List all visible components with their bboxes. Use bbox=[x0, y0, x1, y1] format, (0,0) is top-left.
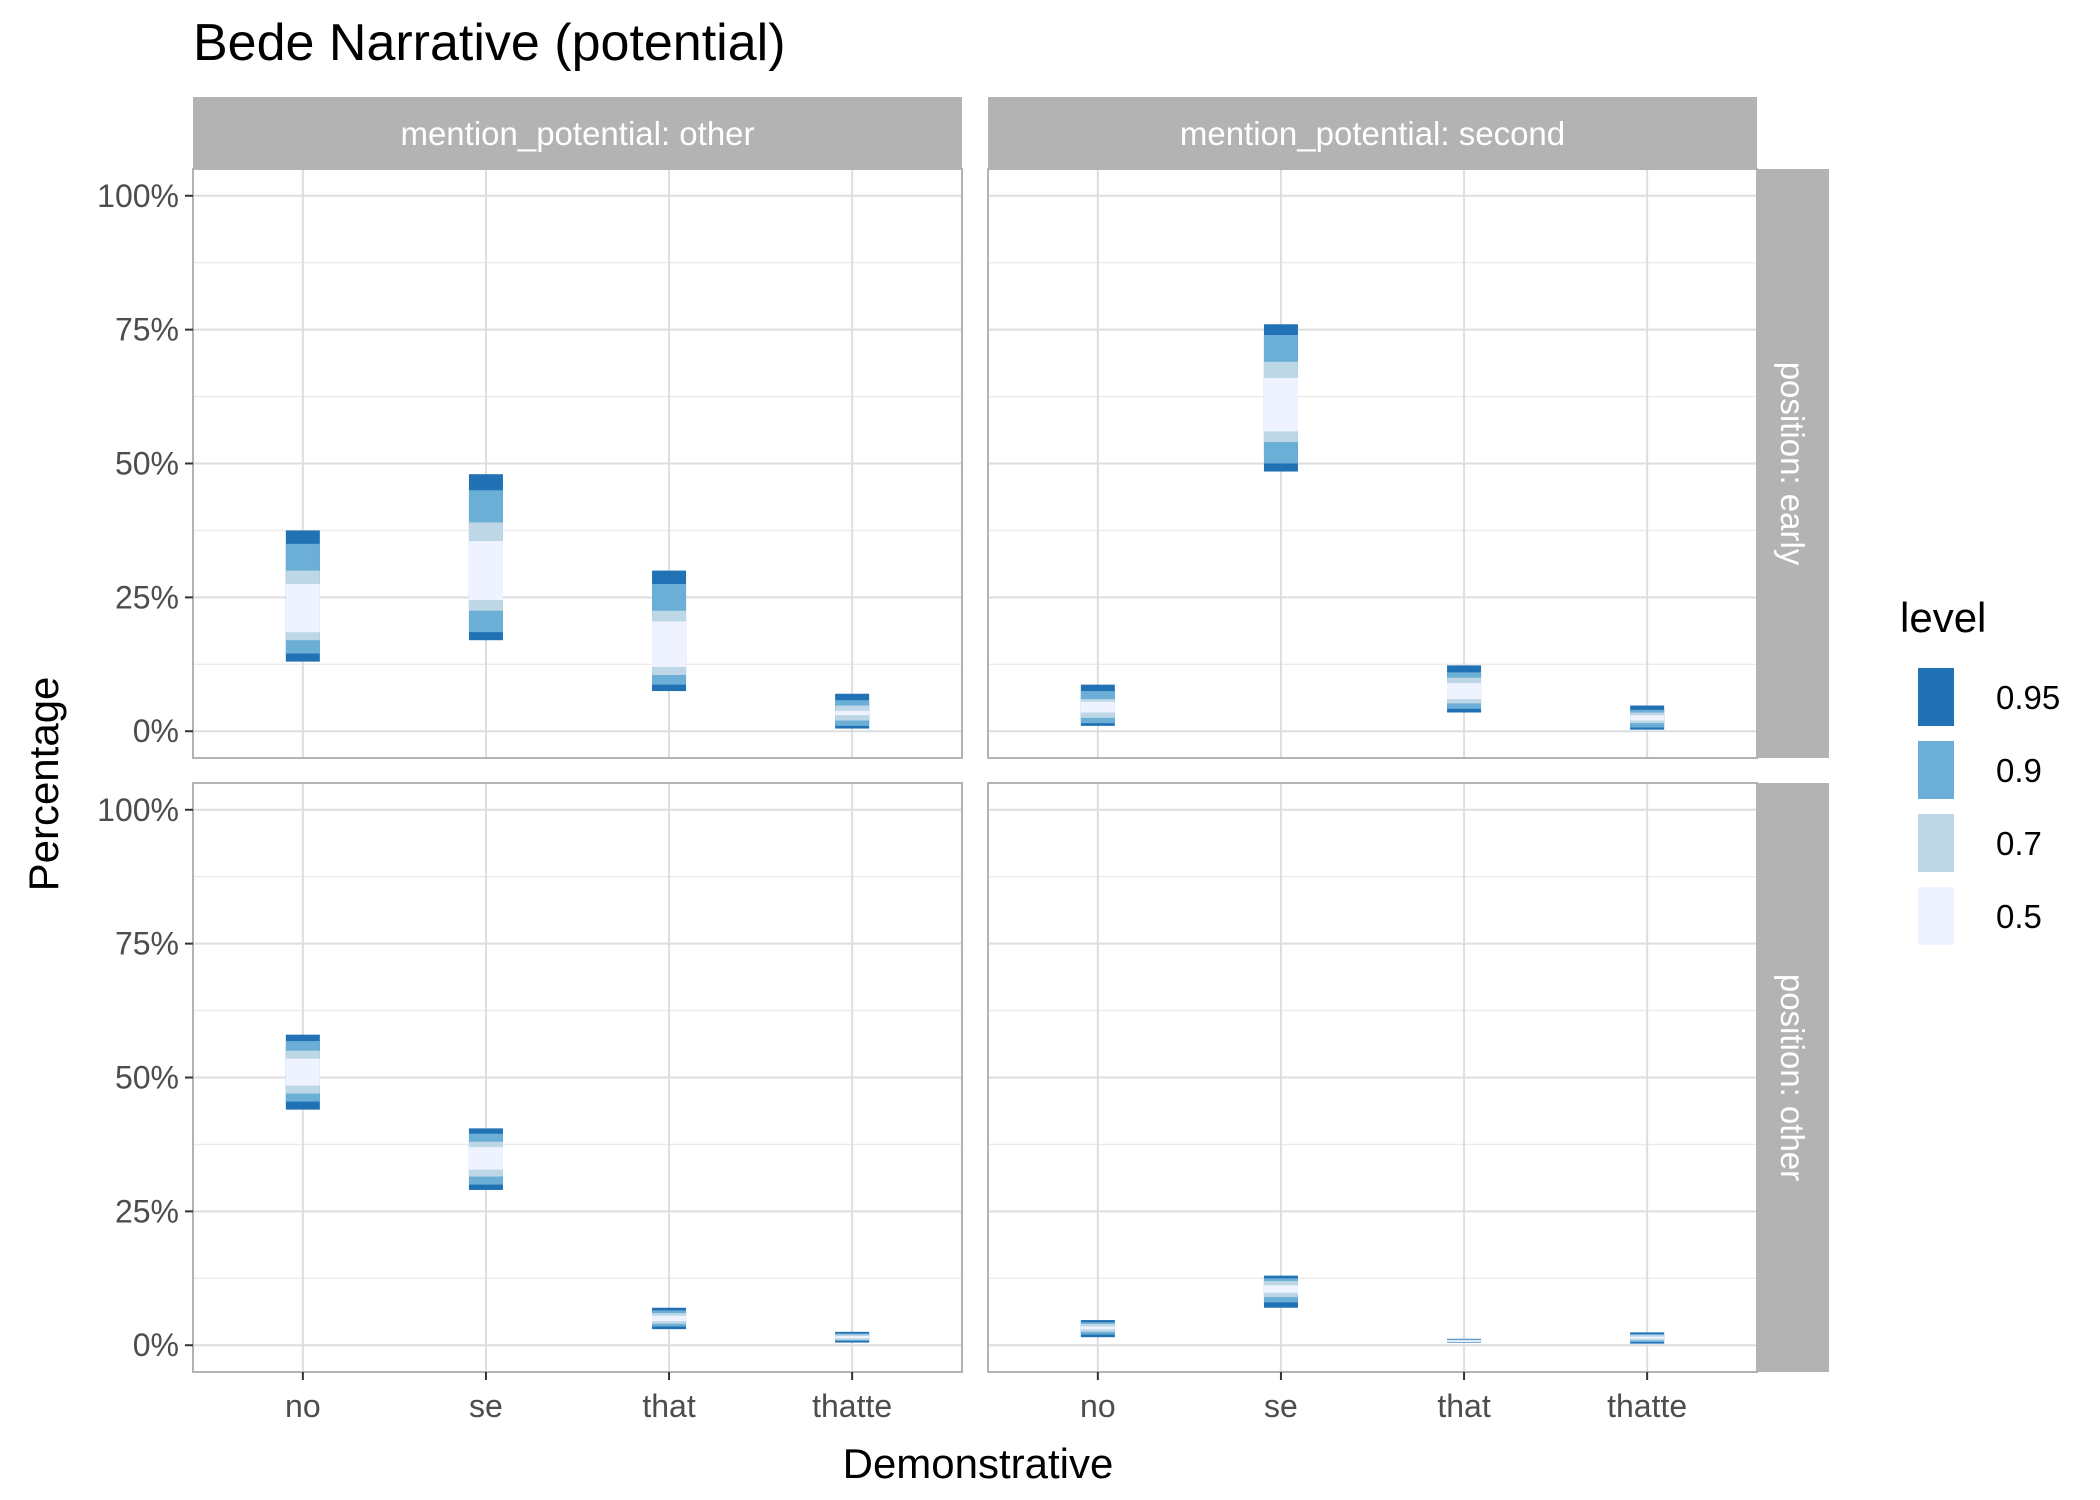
legend-label: 0.9 bbox=[1996, 752, 2042, 789]
x-tick-label: that bbox=[1437, 1388, 1490, 1424]
panel-0-0 bbox=[192, 168, 963, 759]
y-tick-label: 50% bbox=[115, 446, 179, 482]
interval-band-0_5 bbox=[1080, 1326, 1115, 1330]
interval-band-0_5 bbox=[1630, 1336, 1665, 1339]
x-tick-label: no bbox=[285, 1388, 321, 1424]
x-tick-label: se bbox=[469, 1388, 503, 1424]
interval-band-0_5 bbox=[1630, 715, 1665, 721]
y-tick-label: 25% bbox=[115, 1193, 179, 1229]
panel-0-1 bbox=[987, 168, 1758, 759]
y-axis-title: Percentage bbox=[20, 677, 67, 892]
interval-band-0_5 bbox=[468, 1147, 503, 1170]
chart-title: Bede Narrative (potential) bbox=[193, 14, 786, 72]
legend-label: 0.5 bbox=[1996, 898, 2042, 935]
interval-band-0_5 bbox=[1447, 683, 1482, 700]
facet-strip-row bbox=[1757, 169, 1829, 758]
interval-band-0_5 bbox=[1080, 701, 1115, 713]
interval-band-0_5 bbox=[285, 1058, 320, 1086]
interval-thatte bbox=[1630, 1332, 1665, 1344]
facet-strip-row bbox=[1757, 783, 1829, 1372]
x-tick-label: se bbox=[1264, 1388, 1298, 1424]
legend-label: 0.7 bbox=[1996, 825, 2042, 862]
interval-that bbox=[1447, 665, 1482, 713]
legend-key-0_95 bbox=[1918, 668, 1954, 726]
interval-thatte bbox=[1630, 705, 1665, 730]
interval-se bbox=[1263, 1275, 1298, 1308]
x-tick-label: thatte bbox=[1607, 1388, 1687, 1424]
y-tick-label: 0% bbox=[133, 1327, 179, 1363]
facet-strip-row-label: position: other bbox=[1774, 974, 1811, 1181]
interval-thatte bbox=[835, 693, 870, 729]
interval-band-0_5 bbox=[652, 621, 687, 667]
y-tick-label: 25% bbox=[115, 579, 179, 615]
legend-key-0_5 bbox=[1918, 887, 1954, 945]
facet-strip-col-label: mention_potential: second bbox=[1180, 115, 1565, 152]
interval-band-0_5 bbox=[835, 1336, 870, 1339]
y-tick-label: 75% bbox=[115, 312, 179, 348]
interval-that bbox=[1447, 1338, 1482, 1343]
x-tick-label: thatte bbox=[812, 1388, 892, 1424]
interval-band-0_5 bbox=[285, 583, 320, 633]
y-tick-label: 100% bbox=[97, 792, 179, 828]
interval-band-0_5 bbox=[468, 541, 503, 601]
panel-1-0 bbox=[192, 782, 963, 1373]
interval-that bbox=[652, 1307, 687, 1330]
interval-band-0_5 bbox=[835, 710, 870, 716]
legend-label: 0.95 bbox=[1996, 679, 2060, 716]
interval-no bbox=[285, 530, 320, 662]
legend-title: level bbox=[1900, 594, 1986, 641]
y-tick-label: 50% bbox=[115, 1060, 179, 1096]
interval-se bbox=[1263, 324, 1298, 472]
facet-strip-col bbox=[193, 97, 962, 169]
legend-key-0_7 bbox=[1918, 814, 1954, 872]
interval-band-0_5 bbox=[1263, 1285, 1298, 1293]
interval-band-0_5 bbox=[652, 1315, 687, 1322]
panel-1-1 bbox=[987, 782, 1758, 1373]
legend-key-0_9 bbox=[1918, 741, 1954, 799]
interval-that bbox=[652, 570, 687, 692]
interval-band-0_5 bbox=[1263, 377, 1298, 432]
facet-strip-col bbox=[988, 97, 1757, 169]
x-axis-title: Demonstrative bbox=[843, 1440, 1114, 1487]
y-tick-label: 100% bbox=[97, 178, 179, 214]
x-tick-label: no bbox=[1080, 1388, 1116, 1424]
facet-strip-col-label: mention_potential: other bbox=[400, 115, 754, 152]
interval-thatte bbox=[835, 1331, 870, 1343]
interval-se bbox=[468, 474, 503, 641]
interval-se bbox=[468, 1128, 503, 1190]
interval-no bbox=[1080, 684, 1115, 726]
legend: 0.95 0.9 0.7 0.5 bbox=[1918, 668, 2060, 945]
interval-no bbox=[285, 1034, 320, 1110]
facet-strip-row-label: position: early bbox=[1774, 362, 1811, 566]
y-tick-label: 0% bbox=[133, 713, 179, 749]
y-tick-label: 75% bbox=[115, 926, 179, 962]
interval-band-0_5 bbox=[1447, 1340, 1482, 1342]
interval-no bbox=[1080, 1320, 1115, 1338]
x-tick-label: that bbox=[642, 1388, 695, 1424]
